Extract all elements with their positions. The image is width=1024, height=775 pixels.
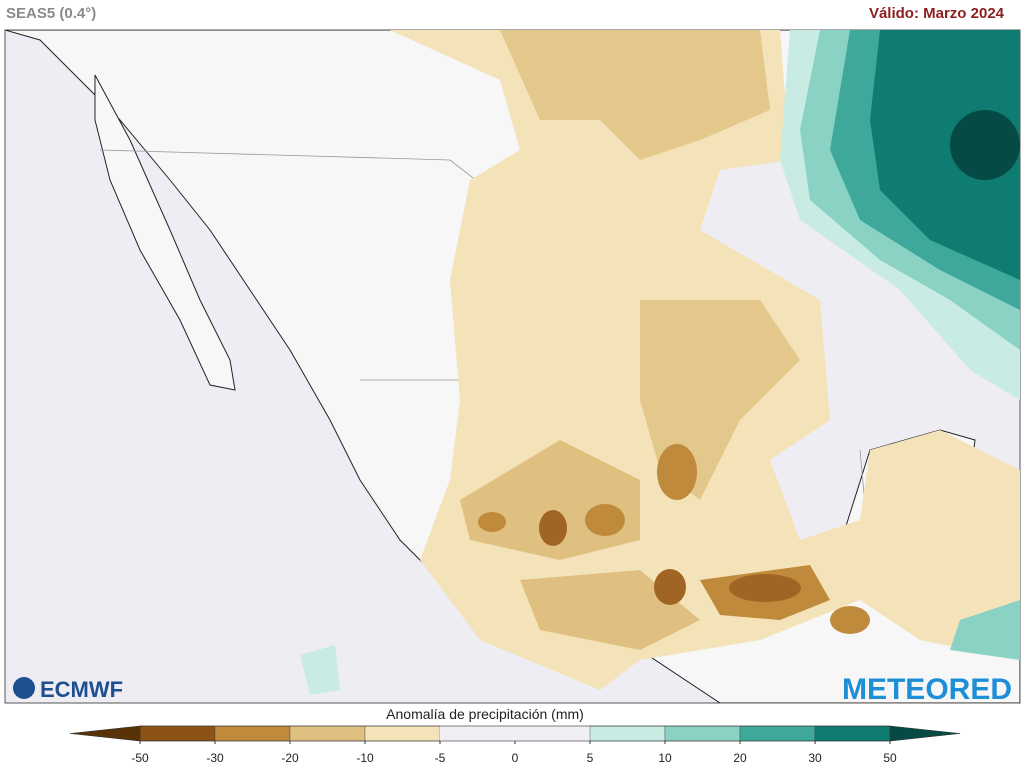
colorbar-tick-label: 30	[808, 751, 822, 765]
model-label: SEAS5 (0.4°)	[6, 5, 96, 22]
colorbar-segment	[515, 726, 590, 741]
colorbar-tick-label: -20	[281, 751, 299, 765]
map-panel	[4, 29, 1021, 704]
colorbar-tick-label: -50	[131, 751, 149, 765]
colorbar-segment	[139, 725, 216, 742]
colorbar-tick-label: 20	[733, 751, 747, 765]
colorbar-tick-label: 50	[883, 751, 897, 765]
colorbar-segment	[440, 726, 515, 741]
colorbar-tick-label: -30	[206, 751, 224, 765]
colorbar-segment	[814, 725, 891, 742]
logo-text: ECMWF	[40, 677, 123, 702]
colorbar-tick-label: -5	[435, 751, 446, 765]
colorbar-over	[889, 725, 961, 742]
colorbar-segment	[364, 725, 441, 742]
valid-date: Válido: Marzo 2024	[869, 5, 1005, 22]
colorbar-segment	[664, 725, 741, 742]
colorbar-tick-label: 5	[587, 751, 594, 765]
colorbar-segment	[589, 725, 666, 742]
colorbar-segment	[289, 725, 366, 742]
meteored-logo: METEORED	[842, 673, 1012, 706]
colorbar-tick-label: -10	[356, 751, 374, 765]
colorbar-tick-label: 10	[658, 751, 672, 765]
colorbar-tick-label: 0	[512, 751, 519, 765]
colorbar-label: Anomalía de precipitación (mm)	[386, 706, 584, 722]
colorbar-segment	[214, 725, 291, 742]
colorbar: -50 -30 -20 -10 -5 0 5 10 20 30 50	[69, 725, 961, 765]
colorbar-under	[69, 725, 141, 742]
colorbar-segment	[739, 725, 816, 742]
ecmwf-logo: ECMWF	[13, 677, 123, 702]
